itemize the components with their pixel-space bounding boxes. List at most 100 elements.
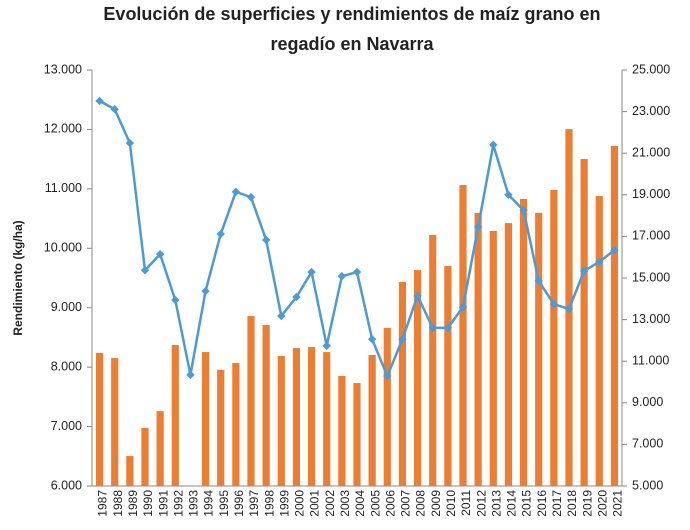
line-marker xyxy=(579,266,589,276)
line-marker xyxy=(201,286,210,296)
y2-tick-label: 19.000 xyxy=(632,187,670,201)
x-tick-label: 2008 xyxy=(414,490,428,517)
x-tick-label: 1996 xyxy=(232,490,246,517)
x-tick-label: 1993 xyxy=(187,490,201,517)
bar xyxy=(353,383,361,486)
line-marker xyxy=(140,266,150,275)
x-tick-label: 2002 xyxy=(323,490,337,517)
x-tick-label: 2013 xyxy=(489,490,503,517)
bar xyxy=(201,352,210,486)
line-marker xyxy=(307,267,316,277)
line-marker xyxy=(489,140,498,150)
y2-tick-label: 25.000 xyxy=(632,62,670,76)
line-marker xyxy=(95,96,104,106)
bar xyxy=(277,356,285,486)
line-marker xyxy=(246,192,256,202)
line-marker xyxy=(322,341,331,350)
bar xyxy=(398,281,407,486)
line-marker xyxy=(398,335,407,344)
y2-tick-label: 9.000 xyxy=(632,395,663,409)
x-tick-label: 1990 xyxy=(141,490,155,517)
bar xyxy=(338,375,346,486)
title-line: Evolución de superficies y rendimientos … xyxy=(103,4,600,24)
line-marker xyxy=(595,257,604,267)
x-tick-label: 1987 xyxy=(96,490,110,517)
line-marker xyxy=(473,222,483,232)
line-marker xyxy=(458,302,468,312)
x-tick-label: 2003 xyxy=(338,490,352,517)
x-tick-label: 1991 xyxy=(156,490,170,517)
y-tick-label: 8.000 xyxy=(51,359,82,373)
y2-tick-label: 13.000 xyxy=(632,312,670,326)
bar xyxy=(111,358,119,486)
y-tick-label: 6.000 xyxy=(51,478,82,492)
x-tick-label: 2014 xyxy=(505,490,519,517)
x-tick-label: 2010 xyxy=(444,490,458,517)
x-tick-label: 1997 xyxy=(247,490,261,517)
bar xyxy=(247,316,255,486)
bar xyxy=(610,145,619,487)
x-tick-label: 2011 xyxy=(459,490,473,516)
y-tick-label: 13.000 xyxy=(44,62,82,76)
y2-tick-label: 7.000 xyxy=(632,437,663,451)
y-tick-label: 11.000 xyxy=(45,181,82,195)
y2-tick-label: 17.000 xyxy=(632,229,670,243)
y2-tick-label: 21.000 xyxy=(632,145,670,159)
bar xyxy=(444,265,452,486)
bar xyxy=(156,411,164,486)
x-tick-label: 2006 xyxy=(383,490,397,517)
line-marker xyxy=(413,291,422,301)
line-marker xyxy=(367,335,377,344)
line-marker xyxy=(564,304,574,314)
x-tick-label: 2005 xyxy=(368,490,382,517)
bar xyxy=(217,369,225,486)
x-tick-label: 2016 xyxy=(535,490,549,517)
x-tick-label: 1999 xyxy=(277,490,291,517)
x-tick-label: 2007 xyxy=(399,490,413,517)
bar xyxy=(413,270,422,486)
y-axis-label: Rendimiento (kg/ha) xyxy=(11,220,25,335)
line-marker xyxy=(231,187,241,197)
bar xyxy=(550,190,558,487)
x-tick-label: 2019 xyxy=(580,490,594,517)
bar xyxy=(580,159,588,487)
bar xyxy=(368,354,376,486)
line-marker xyxy=(261,235,271,245)
bar xyxy=(474,212,482,486)
y2-tick-label: 23.000 xyxy=(632,104,670,118)
bar xyxy=(171,344,179,486)
x-tick-label: 2018 xyxy=(565,490,579,517)
x-tick-label: 2009 xyxy=(429,490,443,517)
x-tick-label: 2021 xyxy=(611,490,625,517)
y-tick-label: 10.000 xyxy=(44,241,82,255)
y2-tick-label: 15.000 xyxy=(632,270,670,284)
line-marker xyxy=(277,311,286,321)
x-tick-label: 2015 xyxy=(520,490,534,517)
line-marker xyxy=(383,371,392,381)
x-tick-label: 1998 xyxy=(262,490,276,517)
x-tick-label: 1992 xyxy=(171,490,185,517)
x-tick-label: 1989 xyxy=(126,490,140,517)
line-marker xyxy=(534,276,543,286)
x-tick-label: 1994 xyxy=(202,490,216,517)
line-marker xyxy=(549,299,559,309)
line-marker xyxy=(216,229,225,239)
line-marker xyxy=(292,292,301,302)
x-tick-label: 1995 xyxy=(217,490,231,517)
y-tick-label: 9.000 xyxy=(51,300,82,314)
line-marker xyxy=(352,267,362,277)
x-tick-label: 2000 xyxy=(293,490,307,517)
y2-tick-label: 5.000 xyxy=(632,478,663,492)
title-line: regadío en Navarra xyxy=(270,34,434,54)
bar xyxy=(489,230,497,486)
x-tick-label: 2001 xyxy=(308,490,322,517)
line-marker xyxy=(519,206,528,215)
x-tick-label: 2012 xyxy=(474,490,488,517)
bar xyxy=(323,352,331,486)
line-marker xyxy=(186,370,195,380)
line-marker xyxy=(110,105,119,114)
line-marker xyxy=(443,323,453,333)
x-tick-label: 2020 xyxy=(595,490,609,517)
line-marker xyxy=(155,250,165,259)
bar xyxy=(504,223,513,486)
